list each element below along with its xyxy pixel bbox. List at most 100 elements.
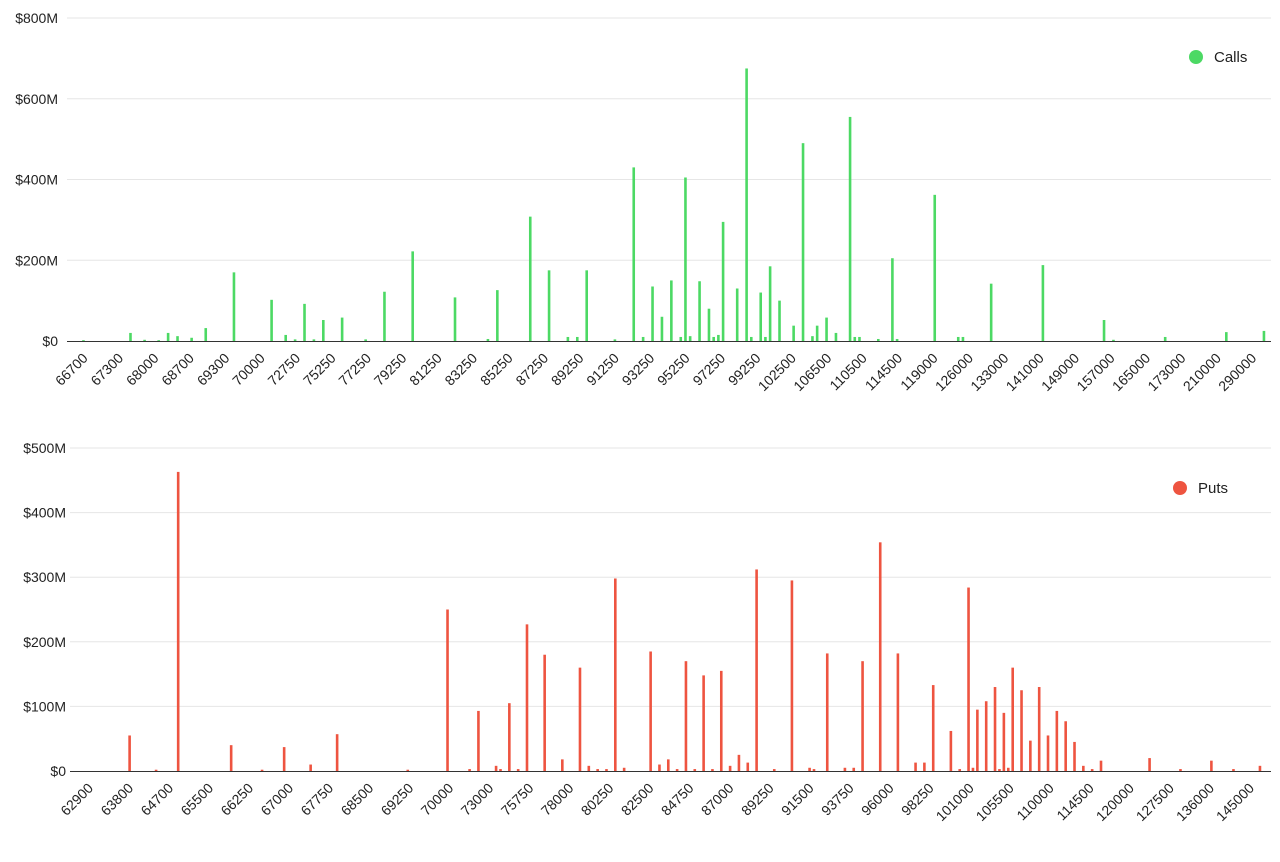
puts-bar[interactable] (578, 667, 582, 771)
puts-bar[interactable] (128, 735, 131, 771)
calls-bar[interactable] (157, 340, 161, 341)
calls-bar[interactable] (547, 270, 551, 341)
calls-bar[interactable] (143, 339, 146, 341)
calls-bar[interactable] (176, 336, 179, 341)
puts-bar[interactable] (658, 764, 661, 771)
calls-bar[interactable] (660, 316, 664, 341)
calls-bar[interactable] (190, 337, 193, 341)
calls-bar[interactable] (453, 297, 457, 341)
puts-bar[interactable] (494, 765, 498, 771)
puts-bar[interactable] (993, 687, 997, 771)
puts-bar[interactable] (976, 709, 979, 771)
calls-bar[interactable] (322, 320, 325, 341)
calls-bar[interactable] (853, 336, 857, 341)
puts-bar[interactable] (516, 769, 520, 771)
calls-bar[interactable] (989, 283, 993, 341)
puts-bar[interactable] (1020, 690, 1023, 771)
calls-bar[interactable] (585, 270, 588, 341)
puts-bar[interactable] (260, 769, 264, 771)
calls-bar[interactable] (891, 258, 894, 341)
calls-bar[interactable] (1112, 339, 1115, 341)
calls-bar[interactable] (312, 339, 316, 341)
calls-bar[interactable] (778, 300, 781, 342)
puts-bar[interactable] (666, 759, 670, 771)
puts-bar[interactable] (446, 609, 449, 772)
puts-bar[interactable] (728, 765, 732, 771)
calls-bar[interactable] (528, 216, 532, 341)
puts-bar[interactable] (587, 765, 591, 771)
calls-bar[interactable] (613, 339, 617, 341)
calls-bar[interactable] (270, 299, 273, 341)
puts-bar[interactable] (684, 661, 688, 771)
calls-bar[interactable] (698, 281, 701, 341)
calls-bar[interactable] (811, 336, 814, 341)
puts-bar[interactable] (468, 769, 471, 771)
puts-bar[interactable] (1064, 721, 1067, 771)
calls-bar[interactable] (768, 266, 772, 341)
calls-bar[interactable] (670, 280, 673, 341)
puts-bar[interactable] (596, 769, 599, 771)
puts-bar[interactable] (406, 769, 410, 771)
puts-bar[interactable] (622, 767, 626, 771)
puts-bar[interactable] (1011, 667, 1014, 771)
puts-bar[interactable] (229, 745, 233, 771)
calls-bar[interactable] (956, 336, 960, 341)
calls-bar[interactable] (486, 338, 490, 341)
puts-bar[interactable] (1258, 765, 1262, 771)
puts-bar[interactable] (825, 653, 829, 771)
puts-bar[interactable] (1046, 735, 1050, 771)
puts-bar[interactable] (958, 769, 962, 771)
calls-bar[interactable] (895, 338, 899, 341)
calls-bar[interactable] (204, 328, 208, 341)
puts-bar[interactable] (967, 587, 970, 771)
calls-bar[interactable] (764, 336, 767, 341)
puts-bar[interactable] (1055, 710, 1059, 771)
puts-bar[interactable] (508, 703, 511, 771)
puts-bar[interactable] (561, 759, 564, 771)
puts-bar[interactable] (499, 769, 502, 771)
puts-bar[interactable] (852, 767, 856, 771)
puts-bar[interactable] (984, 701, 988, 771)
puts-bar[interactable] (1148, 758, 1151, 771)
calls-bar[interactable] (735, 288, 739, 341)
calls-bar[interactable] (745, 68, 748, 341)
calls-bar[interactable] (82, 340, 85, 341)
puts-bar[interactable] (1210, 760, 1213, 771)
calls-bar[interactable] (679, 336, 683, 341)
calls-bar[interactable] (815, 325, 819, 341)
calls-bar[interactable] (340, 317, 344, 341)
puts-bar[interactable] (1073, 741, 1076, 771)
puts-bar[interactable] (525, 624, 529, 771)
calls-bar[interactable] (801, 143, 805, 341)
puts-bar[interactable] (693, 769, 697, 771)
puts-bar[interactable] (477, 710, 480, 771)
puts-bar[interactable] (1082, 765, 1085, 771)
puts-bar[interactable] (309, 764, 312, 771)
calls-bar[interactable] (383, 291, 386, 341)
puts-bar[interactable] (649, 651, 652, 771)
puts-bar[interactable] (812, 769, 816, 771)
calls-bar[interactable] (232, 272, 236, 341)
puts-bar[interactable] (949, 730, 953, 771)
puts-bar[interactable] (675, 769, 679, 771)
calls-bar[interactable] (129, 332, 132, 341)
calls-bar[interactable] (688, 336, 692, 341)
puts-bar[interactable] (335, 734, 339, 771)
puts-bar[interactable] (931, 685, 935, 771)
calls-bar[interactable] (364, 339, 367, 341)
calls-bar[interactable] (303, 303, 306, 341)
puts-bar[interactable] (1037, 687, 1041, 771)
puts-bar[interactable] (282, 747, 286, 771)
puts-bar[interactable] (1006, 767, 1010, 771)
puts-bar[interactable] (1090, 769, 1094, 771)
calls-bar[interactable] (933, 194, 937, 341)
puts-bar[interactable] (923, 762, 926, 771)
puts-bar[interactable] (1179, 769, 1182, 771)
calls-bar[interactable] (411, 251, 414, 341)
puts-bar[interactable] (1099, 760, 1103, 771)
puts-bar[interactable] (755, 569, 758, 771)
calls-bar[interactable] (1102, 320, 1106, 341)
calls-bar[interactable] (825, 317, 828, 341)
calls-bar[interactable] (684, 177, 687, 341)
puts-bar[interactable] (543, 654, 546, 771)
